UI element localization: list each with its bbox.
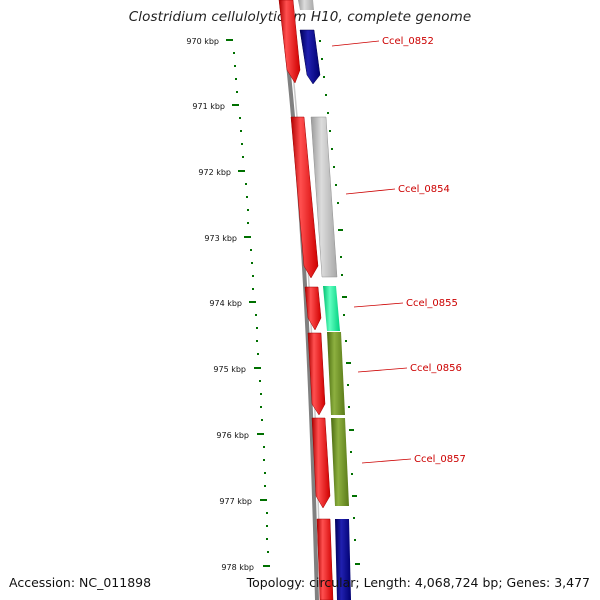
tick-mark-977 (260, 499, 267, 501)
gene-reverse-ccel-0854 (310, 116, 338, 278)
scale-track (226, 39, 270, 567)
gene-forward-6 (316, 518, 334, 600)
gene-labels: Ccel_0852 Ccel_0854 Ccel_0855 Ccel_0856 … (382, 36, 466, 465)
tick-mark-972 (238, 170, 245, 172)
gene-label-ccel-0855: Ccel_0855 (406, 298, 458, 309)
tick-mark-971 (232, 104, 239, 106)
gene-label-ccel-0856: Ccel_0856 (410, 363, 462, 374)
tick-mark-978 (263, 565, 270, 567)
gene-reverse-grey-top (298, 0, 314, 10)
gene-reverse-ccel-0852 (299, 29, 321, 85)
gene-reverse-ccel-0857 (331, 418, 349, 506)
tick-mark-973 (244, 236, 251, 238)
tick-mark-976 (257, 433, 264, 435)
gene-label-ccel-0857: Ccel_0857 (414, 454, 466, 465)
tick-labels: 970 kbp 971 kbp 972 kbp 973 kbp 974 kbp … (186, 37, 254, 572)
gene-forward-1 (278, 0, 301, 84)
gene-forward-4 (307, 332, 326, 416)
tick-mark-974 (249, 301, 256, 303)
gene-label-leaders (331, 40, 412, 464)
gene-label-ccel-0852: Ccel_0852 (382, 36, 434, 47)
outer-dot-track (319, 40, 360, 565)
tick-label-971: 971 kbp (192, 102, 225, 111)
tick-label-975: 975 kbp (213, 365, 246, 374)
gene-forward-5 (311, 417, 331, 509)
tick-label-977: 977 kbp (219, 497, 252, 506)
tick-mark-975 (254, 367, 261, 369)
map-title: Clostridium cellulolyticum H10, complete… (128, 9, 472, 25)
tick-label-976: 976 kbp (216, 431, 249, 440)
gene-label-ccel-0854: Ccel_0854 (398, 184, 450, 195)
topology-label: Topology: circular; Length: 4,068,724 bp… (246, 575, 590, 590)
tick-label-978: 978 kbp (221, 563, 254, 572)
tick-mark-970 (226, 39, 233, 41)
gene-reverse-ccel-0855 (323, 286, 340, 331)
tick-label-970: 970 kbp (186, 37, 219, 46)
gene-forward-2 (290, 116, 319, 279)
gene-reverse-ccel-0856 (327, 332, 345, 415)
tick-label-973: 973 kbp (204, 234, 237, 243)
tick-label-974: 974 kbp (209, 299, 242, 308)
gene-forward-3 (304, 286, 322, 331)
accession-label: Accession: NC_011898 (9, 575, 152, 590)
tick-label-972: 972 kbp (198, 168, 231, 177)
gene-reverse-navy-bottom (335, 519, 351, 600)
